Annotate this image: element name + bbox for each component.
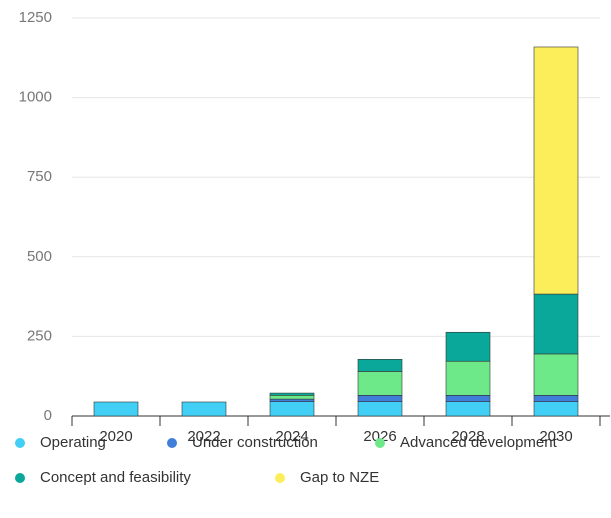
bar-segment	[533, 395, 579, 402]
bar-segment	[93, 401, 139, 417]
bar-segment	[357, 401, 403, 417]
legend-swatch	[15, 438, 25, 448]
bar-segment	[445, 401, 491, 417]
legend-swatch	[275, 473, 285, 483]
bar-segment	[445, 331, 491, 362]
bar-segment	[445, 395, 491, 402]
y-tick-label: 1250	[19, 9, 52, 26]
legend-swatch	[15, 473, 25, 483]
bar-segment	[269, 392, 315, 396]
bar-segment	[357, 371, 403, 396]
legend-swatch	[167, 438, 177, 448]
x-tick-label: 2024	[275, 428, 308, 445]
bar-segment	[533, 353, 579, 396]
y-tick-label: 750	[27, 168, 52, 185]
x-tick-label: 2028	[451, 428, 484, 445]
x-tick-label: 2022	[187, 428, 220, 445]
legend-label: Operating	[40, 434, 106, 451]
y-tick-label: 250	[27, 327, 52, 344]
legend-label: Concept and feasibility	[40, 469, 191, 486]
bar-segment	[357, 359, 403, 372]
legend-label: Gap to NZE	[300, 469, 379, 486]
bar-segment	[533, 293, 579, 355]
legend-swatch	[375, 438, 385, 448]
x-tick-label: 2020	[99, 428, 132, 445]
bar-segment	[269, 398, 315, 402]
x-tick-label: 2030	[539, 428, 572, 445]
bar-segment	[269, 395, 315, 400]
x-tick-label: 2026	[363, 428, 396, 445]
bar-segment	[181, 401, 227, 417]
bar-segment	[357, 395, 403, 402]
y-tick-label: 500	[27, 248, 52, 265]
legend-label: Under construction	[192, 434, 318, 451]
bar-segment	[445, 360, 491, 396]
y-tick-label: 1000	[19, 89, 52, 106]
bar-segment	[269, 401, 315, 417]
legend-label: Advanced development	[400, 434, 558, 451]
bar-segment	[533, 401, 579, 417]
y-tick-label: 0	[44, 407, 52, 424]
bar-segment	[533, 46, 579, 295]
